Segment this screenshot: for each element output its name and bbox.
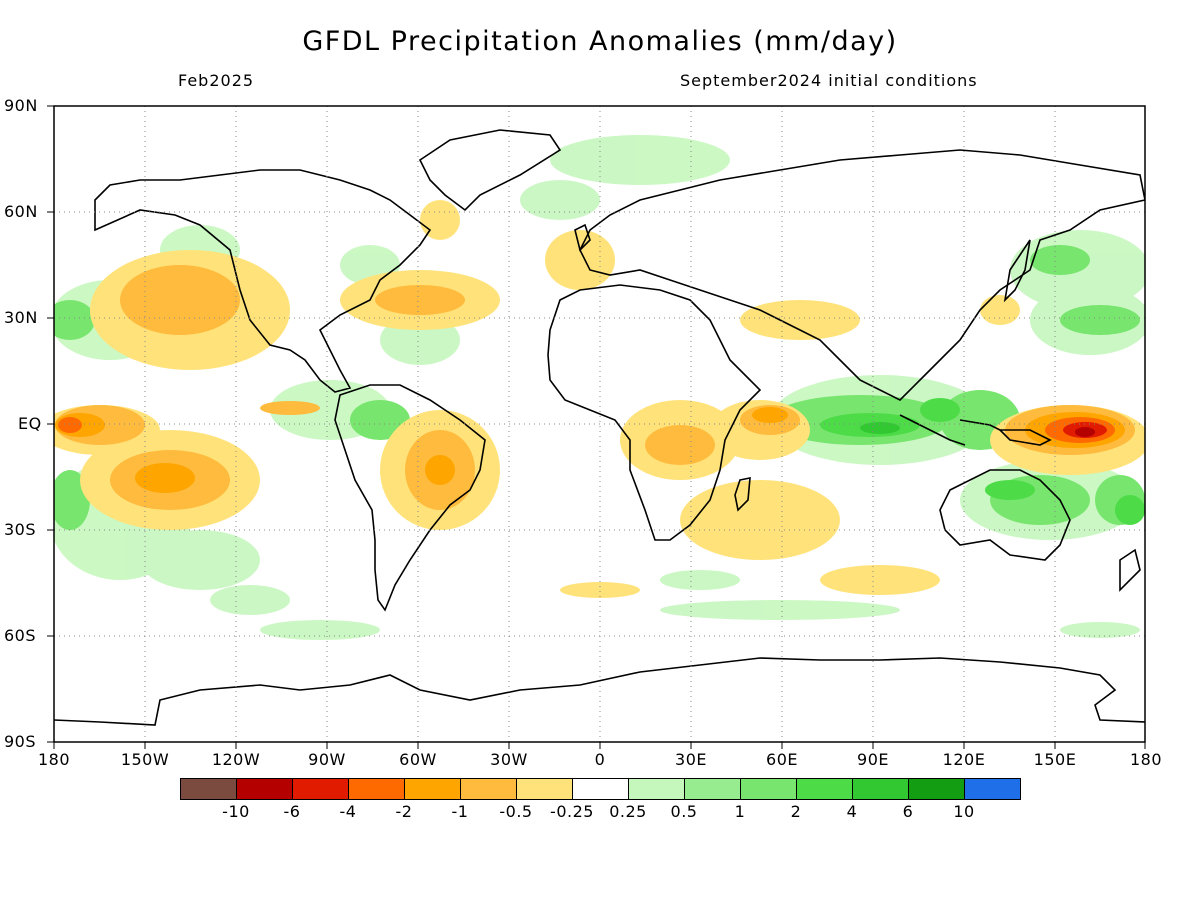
lon-label: 150E xyxy=(1033,750,1077,769)
colorbar-label: -1 xyxy=(451,802,469,821)
colorbar-swatch xyxy=(516,778,573,800)
colorbar-swatch xyxy=(908,778,965,800)
colorbar-swatch xyxy=(684,778,741,800)
colorbar-swatch xyxy=(348,778,405,800)
lat-label: 60N xyxy=(4,202,38,221)
lon-label: 90W xyxy=(308,750,346,769)
colorbar-label: 4 xyxy=(846,802,858,821)
lon-label: 120W xyxy=(211,750,261,769)
lon-label: 150W xyxy=(120,750,170,769)
lat-label: 30S xyxy=(4,520,37,539)
colorbar-swatch xyxy=(180,778,237,800)
coastlines xyxy=(54,129,1145,726)
lon-label: 180 xyxy=(37,750,71,769)
lat-label: 60S xyxy=(4,626,37,645)
lat-label: 90N xyxy=(4,96,38,115)
lon-label: 60W xyxy=(399,750,437,769)
colorbar-label: 10 xyxy=(953,802,975,821)
grid-lines xyxy=(54,106,1145,742)
forecast-month: Feb2025 xyxy=(178,71,255,90)
lat-label: 90S xyxy=(4,732,37,751)
colorbar-swatch xyxy=(852,778,909,800)
colorbar-label: -6 xyxy=(283,802,301,821)
lon-label: 180 xyxy=(1129,750,1163,769)
colorbar-swatch xyxy=(404,778,461,800)
colorbar-label: 2 xyxy=(790,802,802,821)
lat-label: 30N xyxy=(4,308,38,327)
anomaly-field xyxy=(54,135,1145,640)
colorbar-label: -0.25 xyxy=(550,802,594,821)
colorbar-swatch xyxy=(292,778,349,800)
lon-label: 0 xyxy=(594,750,606,769)
colorbar-label: -10 xyxy=(222,802,250,821)
colorbar-label: 6 xyxy=(902,802,914,821)
colorbar-swatch xyxy=(460,778,517,800)
colorbar-swatch xyxy=(796,778,853,800)
lon-label: 90E xyxy=(857,750,889,769)
colorbar-label: 0.25 xyxy=(609,802,647,821)
initial-conditions: September2024 initial conditions xyxy=(680,71,978,90)
lon-label: 60E xyxy=(766,750,798,769)
colorbar-label: -0.5 xyxy=(499,802,533,821)
colorbar-swatch xyxy=(572,778,629,800)
colorbar-swatch xyxy=(628,778,685,800)
axis-ticks xyxy=(47,105,1146,749)
colorbar-label: 1 xyxy=(734,802,746,821)
colorbar-swatch xyxy=(740,778,797,800)
map-title: GFDL Precipitation Anomalies (mm/day) xyxy=(302,26,898,57)
colorbar-label: -2 xyxy=(395,802,413,821)
colorbar-swatch xyxy=(236,778,293,800)
colorbar-label: 0.5 xyxy=(670,802,698,821)
lat-label: EQ xyxy=(18,414,42,433)
lon-label: 120E xyxy=(942,750,986,769)
colorbar-swatch xyxy=(964,778,1021,800)
lon-label: 30W xyxy=(490,750,528,769)
colorbar-label: -4 xyxy=(339,802,357,821)
lon-label: 30E xyxy=(675,750,707,769)
